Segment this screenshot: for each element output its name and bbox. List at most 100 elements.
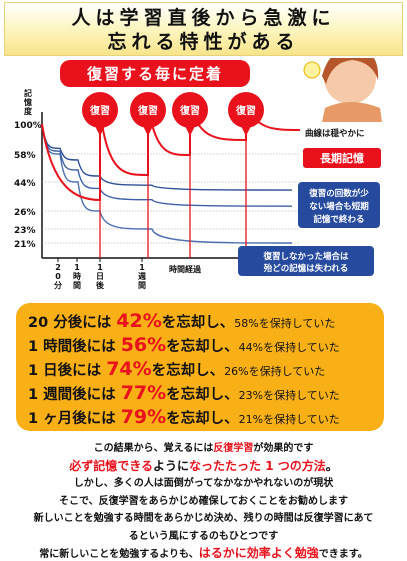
summary-kept: 23%を保持していた [238, 389, 340, 402]
summary-kept: 26%を保持していた [224, 365, 326, 378]
person-hair [322, 58, 379, 84]
summary-kept: 21%を保持していた [238, 413, 340, 426]
conclusion-line-1: この結果から、覚えるには反復学習が効果的です [0, 440, 407, 458]
title-line-1: 人は学習直後から急激に [71, 7, 336, 29]
review-circle [82, 92, 118, 128]
few-reviews-line: 復習の回数が少 [308, 188, 369, 199]
summary-row: 1 ヶ月後には 79%を忘却し、21%を保持していた [28, 406, 340, 428]
review-pointer [241, 126, 251, 136]
x-tick-label-char: 後 [96, 280, 105, 290]
lightbulb-icon [303, 61, 321, 79]
summary-forgot-pct: 74% [106, 358, 152, 380]
long-term-label: 長期記憶 [320, 151, 364, 165]
summary-kept: 44%を保持していた [238, 341, 340, 354]
x-axis-label: 時間経過 [169, 264, 202, 274]
text-l2d: 。 [325, 458, 338, 473]
y-tick-label: 23% [14, 226, 36, 236]
summary-forgot-label: を忘却し、 [166, 411, 239, 427]
summary-time: 1 週間後には [28, 387, 121, 403]
y-tick-label: 44% [14, 179, 36, 189]
summary-forgot-pct: 42% [116, 310, 162, 332]
no-review-bg [238, 246, 374, 276]
review-label: 復習 [235, 104, 256, 117]
text-l2c: なったたった 1 つの方法 [189, 458, 326, 473]
x-tick-label-char: 間 [138, 281, 146, 290]
banner-bg [60, 60, 250, 87]
text-l7b: はるかに効率よく勉強 [198, 546, 319, 560]
text-l1b: 反復学習 [213, 443, 254, 454]
y-tick-label: 21% [14, 240, 36, 250]
summary-time: 1 日後には [28, 363, 107, 379]
summary-forgot-label: を忘却し、 [151, 363, 225, 379]
summary-time: 20 分後には [28, 315, 117, 331]
y-axis-label-char: 度 [24, 106, 33, 116]
summary-forgot-label: を忘却し、 [166, 339, 239, 355]
y-tick-label: 58% [14, 151, 36, 161]
text-l7c: できます。 [318, 549, 368, 560]
conclusion-line-3: しかし、多くの人は面倒がってなかなかやれないのが現状 [73, 478, 334, 489]
summary-row: 1 時間後には 56%を忘却し、44%を保持していた [28, 334, 340, 356]
summary-time: 1 ヶ月後には [28, 411, 121, 427]
y-axis-label-char: 憶 [24, 97, 32, 107]
x-tick-label-char: 時 [73, 271, 81, 281]
text-l2b: ように [153, 458, 190, 473]
title-line-2: 忘れる特性がある [107, 31, 300, 53]
summary-forgot-label: を忘却し、 [166, 387, 239, 403]
x-tick-label-char: 1 [97, 263, 103, 272]
review-circle [228, 92, 264, 128]
x-tick-label-char: 0 [55, 272, 61, 281]
review-pointer [95, 126, 105, 136]
forgetting-curve-chart: 記憶度100%58%44%26%23%21%20分後1時間後1日後1週間後時間経… [14, 58, 382, 290]
series-line [41, 123, 293, 207]
x-tick-label-char: 後 [138, 289, 147, 290]
text-l2a: 必ず記憶できる [69, 458, 153, 473]
conclusion-line-5: 新しいことを勉強する時間をあらかじめ決め、残りの時間は反復学習にあて [33, 513, 374, 524]
review-label: 復習 [137, 104, 158, 117]
x-tick-label-char: 1 [139, 263, 145, 272]
banner-text: 復習する毎に定着 [86, 65, 223, 83]
no-review-line: 復習しなかった場合は [262, 251, 349, 262]
conclusion-line-7: 常に新しいことを勉強するよりも、はるかに効率よく勉強できます。 [0, 545, 407, 561]
review-pointer [143, 126, 153, 136]
no-review-line: 殆どの記憶は失われる [263, 263, 349, 274]
series-line [41, 123, 293, 244]
x-tick-label-char: 分 [54, 280, 62, 290]
conclusion-text: この結果から、覚えるには反復学習が効果的です 必ず記憶できるようになったたった … [0, 440, 407, 561]
review-label: 復習 [179, 104, 200, 117]
person-shoulders [322, 102, 382, 122]
conclusion-line-4: そこで、反復学習をあらかじめ確保しておくことをお勧めします [59, 495, 348, 507]
x-tick-label-char: 週 [138, 272, 146, 281]
review-label: 復習 [89, 104, 110, 117]
summary-row: 1 週間後には 77%を忘却し、23%を保持していた [28, 382, 340, 404]
summary-time: 1 時間後には [28, 339, 121, 355]
summary-forgot-pct: 79% [120, 406, 167, 428]
few-reviews-line: 記憶で終わる [313, 214, 364, 225]
text-l1c: が効果的です [253, 443, 314, 454]
text-l7a: 常に新しいことを勉強するよりも、 [39, 549, 199, 560]
summary-row: 20 分後には 42%を忘却し、58%を保持していた [28, 310, 335, 332]
review-circle [172, 92, 208, 128]
summary-forgot-pct: 56% [120, 334, 167, 356]
x-tick-label-char: 後 [54, 289, 63, 290]
annotation-gentle: 曲線は穏やかに [305, 128, 365, 139]
text-l1a: この結果から、覚えるには [93, 443, 214, 454]
summary-box: 20 分後には 42%を忘却し、58%を保持していた 1 時間後には 56%を忘却… [16, 303, 384, 431]
page-title: 人は学習直後から急激に 忘れる特性がある [4, 2, 403, 56]
long-term-badge-bg [303, 148, 381, 168]
y-tick-label: 26% [14, 208, 36, 218]
summary-row: 1 日後には 74%を忘却し、26%を保持していた [28, 358, 325, 380]
person-face [324, 58, 376, 104]
y-tick-label: 100% [14, 121, 42, 131]
review-pointer [185, 126, 195, 136]
summary-kept: 58%を保持していた [234, 317, 336, 330]
x-tick-label-char: 1 [74, 263, 80, 272]
x-tick-label-char: 後 [73, 289, 82, 290]
x-tick-label-char: 間 [73, 281, 81, 290]
few-reviews-line: ない場合も短期 [309, 201, 369, 212]
x-tick-label-char: 日 [96, 272, 104, 281]
conclusion-line-2: 必ず記憶できるようになったたった 1 つの方法。 [0, 458, 407, 476]
series-line [41, 123, 293, 191]
few-reviews-bg [298, 182, 380, 228]
summary-forgot-pct: 77% [120, 382, 167, 404]
summary-forgot-label: を忘却し、 [161, 315, 235, 331]
